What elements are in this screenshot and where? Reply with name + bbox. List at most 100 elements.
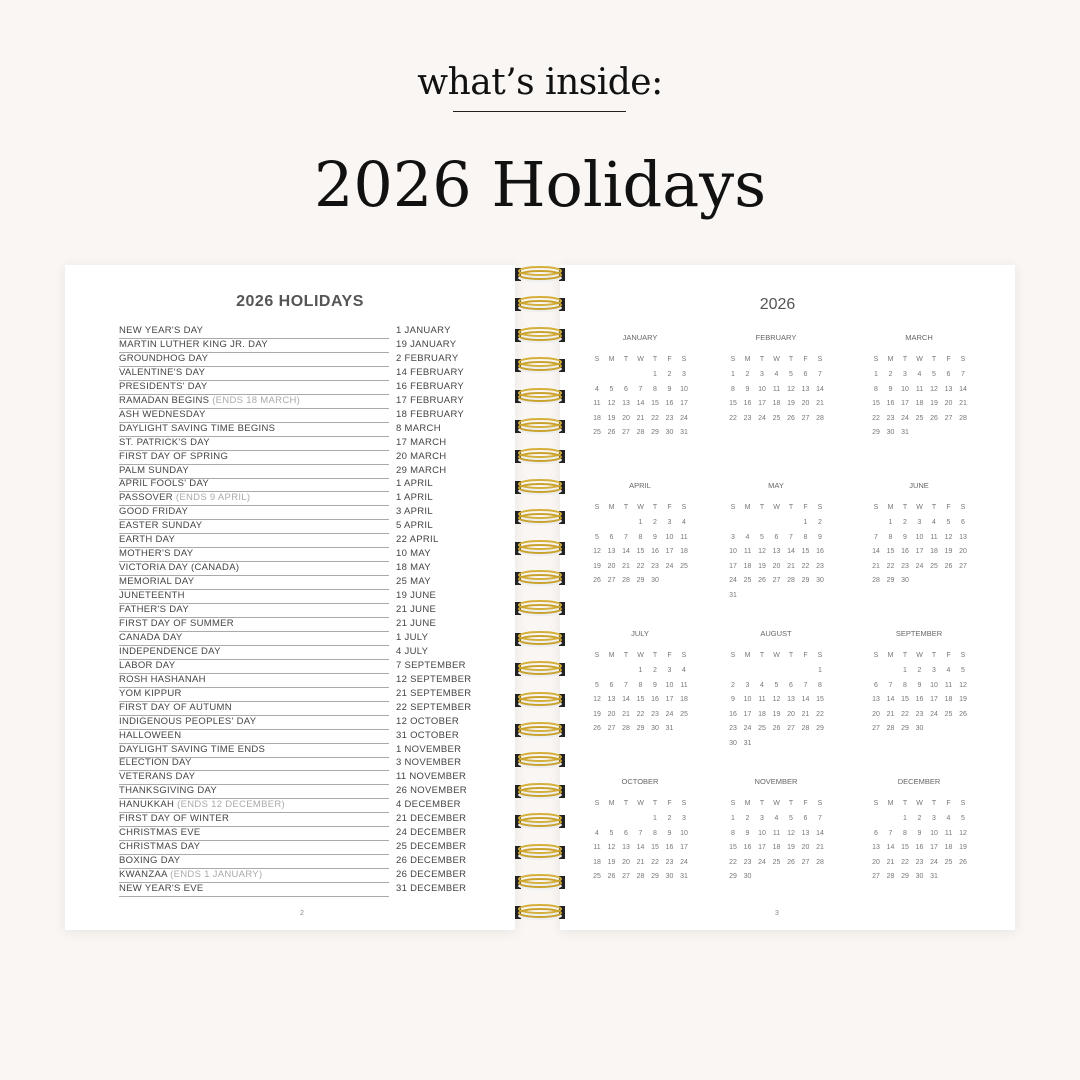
calendar-day: 17 [758, 844, 766, 852]
calendar-day: 23 [743, 858, 752, 866]
calendar-day: 13 [944, 385, 953, 393]
calendar-day: 21 [636, 858, 645, 866]
calendar-day: 7 [638, 385, 643, 393]
holiday-name: NEW YEAR'S DAY [119, 325, 389, 339]
calendar-day: 3 [903, 371, 907, 378]
calendar-day: 16 [915, 696, 924, 704]
binding-ring-icon [515, 570, 565, 586]
holiday-name: DAYLIGHT SAVING TIME ENDS [119, 744, 389, 758]
calendar-day: 6 [609, 533, 614, 541]
calendar-day: 3 [682, 815, 686, 822]
weekday-label: S [681, 800, 687, 807]
calendar-day: 9 [888, 385, 893, 393]
calendar-day: 29 [651, 429, 659, 437]
calendar-day: 9 [903, 533, 907, 541]
calendar-day: 13 [801, 385, 810, 393]
holiday-date: 24 DECEMBER [396, 827, 467, 839]
month-title: MARCH [905, 333, 933, 342]
weekday-label: T [759, 800, 765, 807]
holiday-name: ASH WEDNESDAY [119, 409, 389, 423]
holiday-name-text: MEMORIAL DAY [119, 576, 195, 588]
month-title: JANUARY [622, 333, 658, 342]
binding-ring-icon [515, 326, 565, 343]
calendar-day: 14 [801, 696, 810, 704]
holiday-name: CHRISTMAS DAY [119, 841, 389, 856]
calendar-day: 26 [607, 873, 616, 881]
calendar-day: 4 [917, 371, 922, 378]
holiday-name: ROSH HASHANAH [119, 674, 389, 688]
calendar-day: 11 [743, 548, 752, 556]
holiday-date: 16 FEBRUARY [396, 380, 465, 392]
calendar-day: 17 [680, 400, 688, 408]
weekday-label: T [759, 652, 765, 659]
holiday-name: MEMORIAL DAY [119, 576, 389, 591]
weekday-label: F [803, 800, 808, 807]
holiday-name: PASSOVER (ENDS 9 APRIL) [119, 492, 389, 507]
calendar-day: 16 [651, 548, 659, 556]
month-title: DECEMBER [897, 777, 941, 786]
weekday-label: S [594, 800, 600, 807]
weekday-label: W [916, 504, 923, 511]
calendar-day: 3 [760, 815, 764, 822]
calendar-day: 5 [789, 371, 793, 378]
month-title: APRIL [629, 481, 651, 490]
calendar-day: 5 [595, 681, 599, 689]
calendar-day: 26 [593, 577, 601, 585]
calendar-day: 30 [651, 725, 659, 733]
calendar-day: 6 [774, 533, 779, 541]
calendar-day: 6 [624, 829, 628, 837]
calendar-day: 15 [636, 548, 645, 556]
calendar-day: 26 [959, 858, 967, 866]
weekday-label: T [788, 504, 794, 511]
weekday-label: W [773, 800, 780, 807]
calendar-day: 1 [638, 667, 643, 674]
calendar-day: 24 [758, 858, 766, 866]
binding-ring-icon [515, 630, 565, 647]
calendar-day: 22 [816, 710, 824, 718]
calendar-day: 23 [729, 725, 737, 733]
holiday-name-text: VETERANS DAY [119, 771, 196, 783]
calendar-day: 5 [932, 371, 936, 378]
holiday-name: FIRST DAY OF AUTUMN [119, 702, 389, 716]
holiday-name: DAYLIGHT SAVING TIME BEGINS [119, 423, 389, 437]
calendar-day: 28 [622, 725, 630, 733]
calendar-day: 7 [638, 829, 643, 837]
weekday-label: M [887, 356, 894, 363]
holiday-name: ST. PATRICK'S DAY [119, 437, 389, 451]
calendar-day: 16 [915, 844, 924, 852]
calendar-day: 25 [743, 577, 752, 585]
calendar-day: 2 [818, 519, 822, 526]
weekday-label: F [803, 504, 808, 511]
holiday-name-text: JUNETEENTH [119, 590, 185, 602]
calendar-day: 14 [886, 844, 895, 852]
calendar-day: 10 [930, 681, 938, 689]
calendar-day: 10 [901, 385, 909, 393]
weekday-label: M [608, 504, 615, 511]
calendar-day: 13 [872, 844, 880, 852]
holiday-name-text: EASTER SUNDAY [119, 520, 203, 532]
calendar-day: 20 [607, 710, 616, 718]
calendar-day: 4 [595, 385, 599, 393]
calendar-day: 3 [682, 371, 686, 378]
calendar-day: 26 [930, 414, 938, 422]
holiday-name: YOM KIPPUR [119, 688, 389, 702]
holiday-name: GROUNDHOG DAY [119, 353, 389, 367]
calendar-day: 2 [667, 815, 672, 822]
calendar-day: 29 [886, 577, 895, 585]
calendar-day: 15 [801, 548, 810, 556]
calendar-day: 7 [789, 533, 793, 541]
holiday-name: FIRST DAY OF WINTER [119, 813, 389, 828]
calendar-day: 31 [901, 429, 909, 437]
holiday-name-text: PASSOVER [119, 492, 173, 504]
holiday-date: 21 DECEMBER [396, 813, 467, 825]
calendar-day: 21 [787, 562, 795, 570]
calendar-day: 21 [816, 844, 824, 852]
calendar-day: 1 [903, 815, 907, 822]
calendar-day: 4 [946, 667, 951, 674]
calendar-day: 1 [903, 667, 907, 674]
binding-ring-icon [515, 691, 565, 708]
holiday-date: 22 APRIL [396, 534, 439, 546]
holiday-name-text: THANKSGIVING DAY [119, 785, 218, 797]
calendar-day: 23 [886, 414, 895, 422]
calendar-day: 27 [622, 429, 630, 437]
